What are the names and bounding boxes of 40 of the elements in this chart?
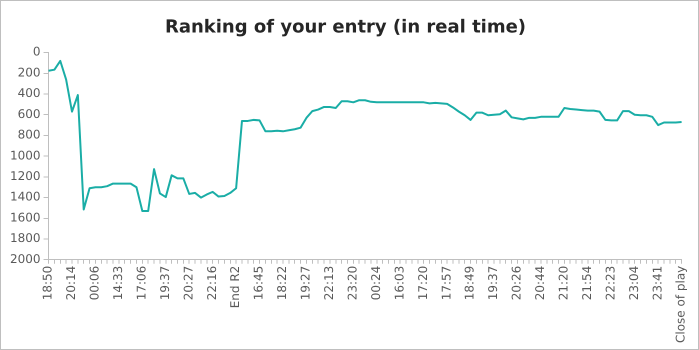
y-tick-label: 1600 <box>10 210 41 224</box>
x-tick-label: End R2 <box>228 266 242 308</box>
x-tick-label: 19:37 <box>486 266 500 300</box>
x-tick-label: 23:41 <box>650 266 664 300</box>
x-tick-label: 21:20 <box>556 266 570 300</box>
y-tick-label: 800 <box>18 128 41 142</box>
x-tick-label: 18:22 <box>275 266 290 300</box>
y-tick-label: 400 <box>18 86 41 100</box>
x-tick-label: 23:20 <box>345 266 360 300</box>
x-tick-label: 23:04 <box>626 266 641 300</box>
x-tick-label: 00:06 <box>88 266 102 300</box>
y-tick-label: 1200 <box>10 168 41 183</box>
y-tick-label: 600 <box>18 106 41 121</box>
x-tick-label: 19:37 <box>158 266 172 300</box>
x-tick-label: 22:13 <box>322 266 336 300</box>
x-tick-label: 22:16 <box>204 266 219 300</box>
x-tick-label: 21:54 <box>580 266 594 300</box>
x-tick-label: 17:06 <box>134 266 148 300</box>
x-tick-label: Close of play <box>674 266 688 344</box>
y-tick-label: 2000 <box>10 252 41 266</box>
x-tick-label: 17:20 <box>416 266 430 300</box>
y-tick-label: 1800 <box>10 231 41 246</box>
x-tick-label: 18:49 <box>462 266 477 300</box>
x-tick-label: 20:27 <box>181 266 196 300</box>
x-tick-label: 00:24 <box>368 266 383 300</box>
x-tick-label: 20:44 <box>533 266 548 300</box>
chart-title: Ranking of your entry (in real time) <box>164 16 526 38</box>
y-tick-label: 200 <box>18 65 41 80</box>
y-tick-label: 1400 <box>10 190 41 204</box>
x-tick-label: 22:23 <box>603 266 618 300</box>
x-tick-label: 20:14 <box>64 266 78 300</box>
x-tick-label: 16:45 <box>252 266 266 300</box>
x-tick-label: 14:33 <box>111 266 126 300</box>
x-tick-label: 19:27 <box>298 266 313 300</box>
y-tick-label: 0 <box>32 44 41 59</box>
x-tick-label: 17:57 <box>439 266 454 300</box>
y-tick-label: 1000 <box>10 148 41 162</box>
x-tick-label: 20:26 <box>510 266 524 300</box>
x-tick-label: 18:50 <box>40 266 55 300</box>
x-tick-label: 16:03 <box>392 266 406 300</box>
